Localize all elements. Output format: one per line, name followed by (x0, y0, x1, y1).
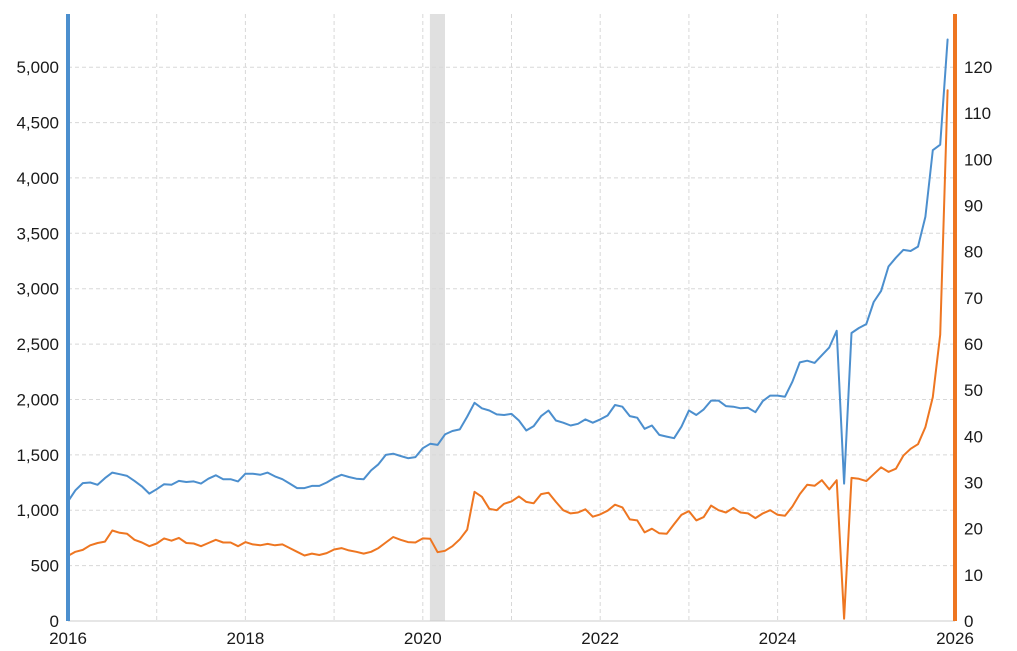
left-axis-tick-label: 5,000 (16, 58, 59, 77)
left-axis-tick-label: 1,500 (16, 446, 59, 465)
right-axis-tick-label: 0 (964, 612, 973, 631)
left-axis-tick-label: 500 (31, 557, 59, 576)
left-axis-tick-label: 4,500 (16, 114, 59, 133)
right-axis-tick-label: 20 (964, 520, 983, 539)
x-axis-tick-label: 2016 (49, 629, 87, 648)
x-axis-tick-label: 2026 (936, 629, 974, 648)
left-axis-tick-label: 2,500 (16, 335, 59, 354)
right-axis-tick-label: 60 (964, 335, 983, 354)
right-axis-tick-label: 120 (964, 58, 992, 77)
left-axis-tick-label: 3,000 (16, 280, 59, 299)
recession-band (429, 14, 445, 621)
left-axis-tick-label: 0 (50, 612, 59, 631)
x-axis-tick-label: 2018 (226, 629, 264, 648)
x-axis-tick-label: 2024 (759, 629, 797, 648)
right-axis-tick-label: 110 (964, 104, 991, 123)
right-axis-tick-label: 70 (964, 289, 983, 308)
right-axis-tick-label: 80 (964, 243, 983, 262)
left-axis-tick-label: 3,500 (16, 224, 59, 243)
right-axis-tick-label: 10 (964, 566, 983, 585)
right-axis-tick-label: 30 (964, 474, 983, 493)
right-axis-tick-label: 40 (964, 427, 983, 446)
left-axis-tick-label: 4,000 (16, 169, 59, 188)
right-axis-tick-label: 100 (964, 150, 992, 169)
left-axis-tick-label: 1,000 (16, 501, 59, 520)
left-axis-tick-label: 2,000 (16, 391, 59, 410)
right-axis-tick-label: 50 (964, 381, 983, 400)
x-axis-tick-label: 2020 (404, 629, 442, 648)
orange-right-axis-series-line[interactable] (67, 89, 949, 620)
right-axis-tick-label: 90 (964, 197, 983, 216)
blue-left-axis-series-line[interactable] (67, 38, 949, 503)
x-axis-tick-label: 2022 (581, 629, 619, 648)
